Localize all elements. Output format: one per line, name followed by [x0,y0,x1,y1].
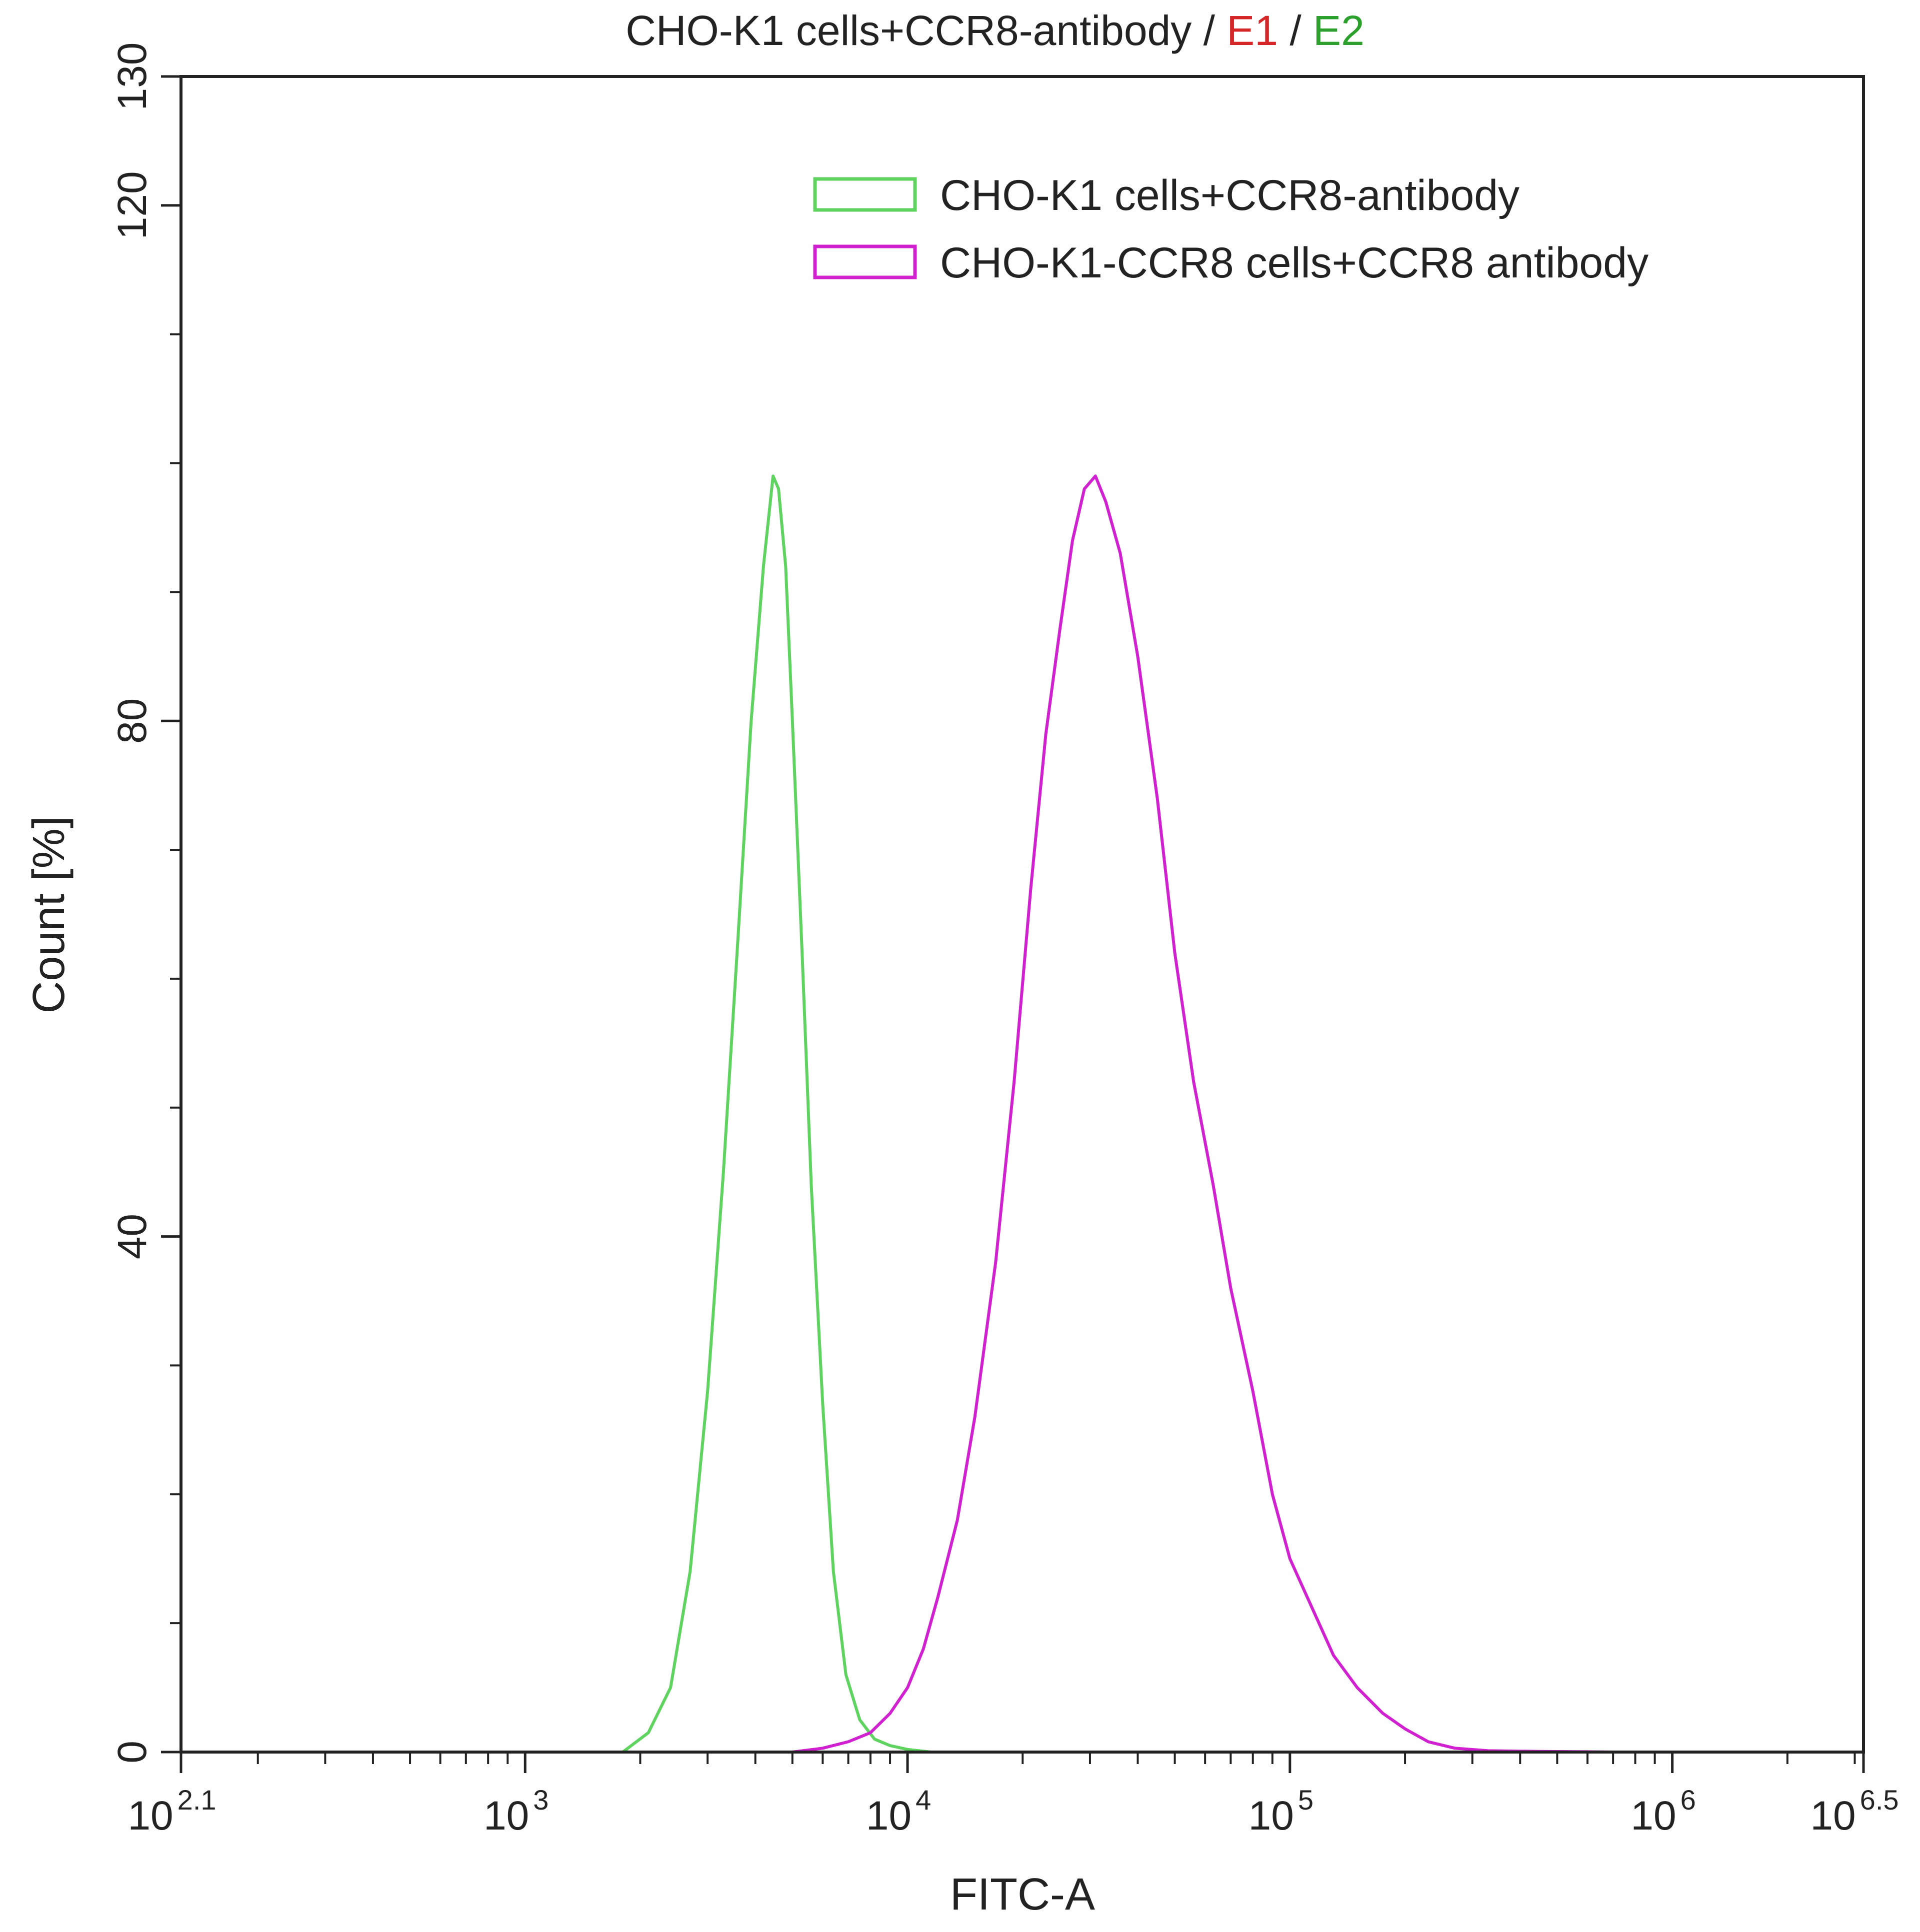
plot-frame [180,75,1865,1754]
x-tick-exponent: 6.5 [1860,1784,1899,1816]
x-tick-label: 10 4 [866,1784,931,1839]
y-tick-label: 80 [110,698,155,744]
x-tick-label: 10 3 [484,1784,548,1839]
x-tick-label: 10 5 [1248,1784,1314,1839]
title-part-2: E1 [1226,7,1278,54]
x-tick-label: 10 6 [1630,1784,1696,1839]
x-tick-exponent: 5 [1298,1784,1314,1816]
y-axis: 0 40 80 120 130 [110,42,181,1764]
legend-swatch-1 [813,244,917,279]
x-tick-exponent: 4 [916,1784,931,1816]
series-layer [622,474,1614,1754]
y-tick-label: 120 [110,171,155,239]
legend-swatch-0 [813,177,917,212]
x-tick-exponent: 6 [1680,1784,1696,1816]
x-tick-base: 10 [1248,1793,1294,1839]
series-line-0 [622,474,931,1754]
x-tick-label: 10 6.5 [1810,1784,1898,1839]
x-tick-base: 10 [1630,1793,1676,1839]
x-tick-label: 10 2.1 [128,1784,216,1839]
x-tick-exponent: 3 [533,1784,548,1816]
y-tick-label: 40 [110,1214,155,1259]
legend-label-0: CHO-K1 cells+CCR8-antibody [940,171,1520,219]
legend: CHO-K1 cells+CCR8-antibody CHO-K1-CCR8 ce… [813,171,1648,287]
x-tick-base: 10 [1810,1793,1856,1839]
x-tick-base: 10 [866,1793,912,1839]
title-part-0: CHO-K1 cells+CCR8-antibody [626,7,1192,54]
y-axis-label: Count [%] [24,816,74,1013]
title-part-3: / [1278,7,1313,54]
y-tick-label: 0 [110,1741,155,1764]
title-part-1: / [1192,7,1226,54]
x-axis-label: FITC-A [950,1870,1095,1920]
x-tick-exponent: 2.1 [178,1784,216,1816]
y-tick-label: 130 [110,42,155,111]
legend-label-1: CHO-K1-CCR8 cells+CCR8 antibody [940,239,1648,287]
x-tick-base: 10 [484,1793,529,1839]
x-tick-base: 10 [128,1793,173,1839]
x-axis: 10 2.1 10 3 10 4 10 5 10 6 10 6.5 [128,1752,1899,1839]
series-line-1 [792,474,1614,1754]
chart-title: CHO-K1 cells+CCR8-antibody / E1 / E2 [626,7,1364,54]
title-part-4: E2 [1313,7,1364,54]
